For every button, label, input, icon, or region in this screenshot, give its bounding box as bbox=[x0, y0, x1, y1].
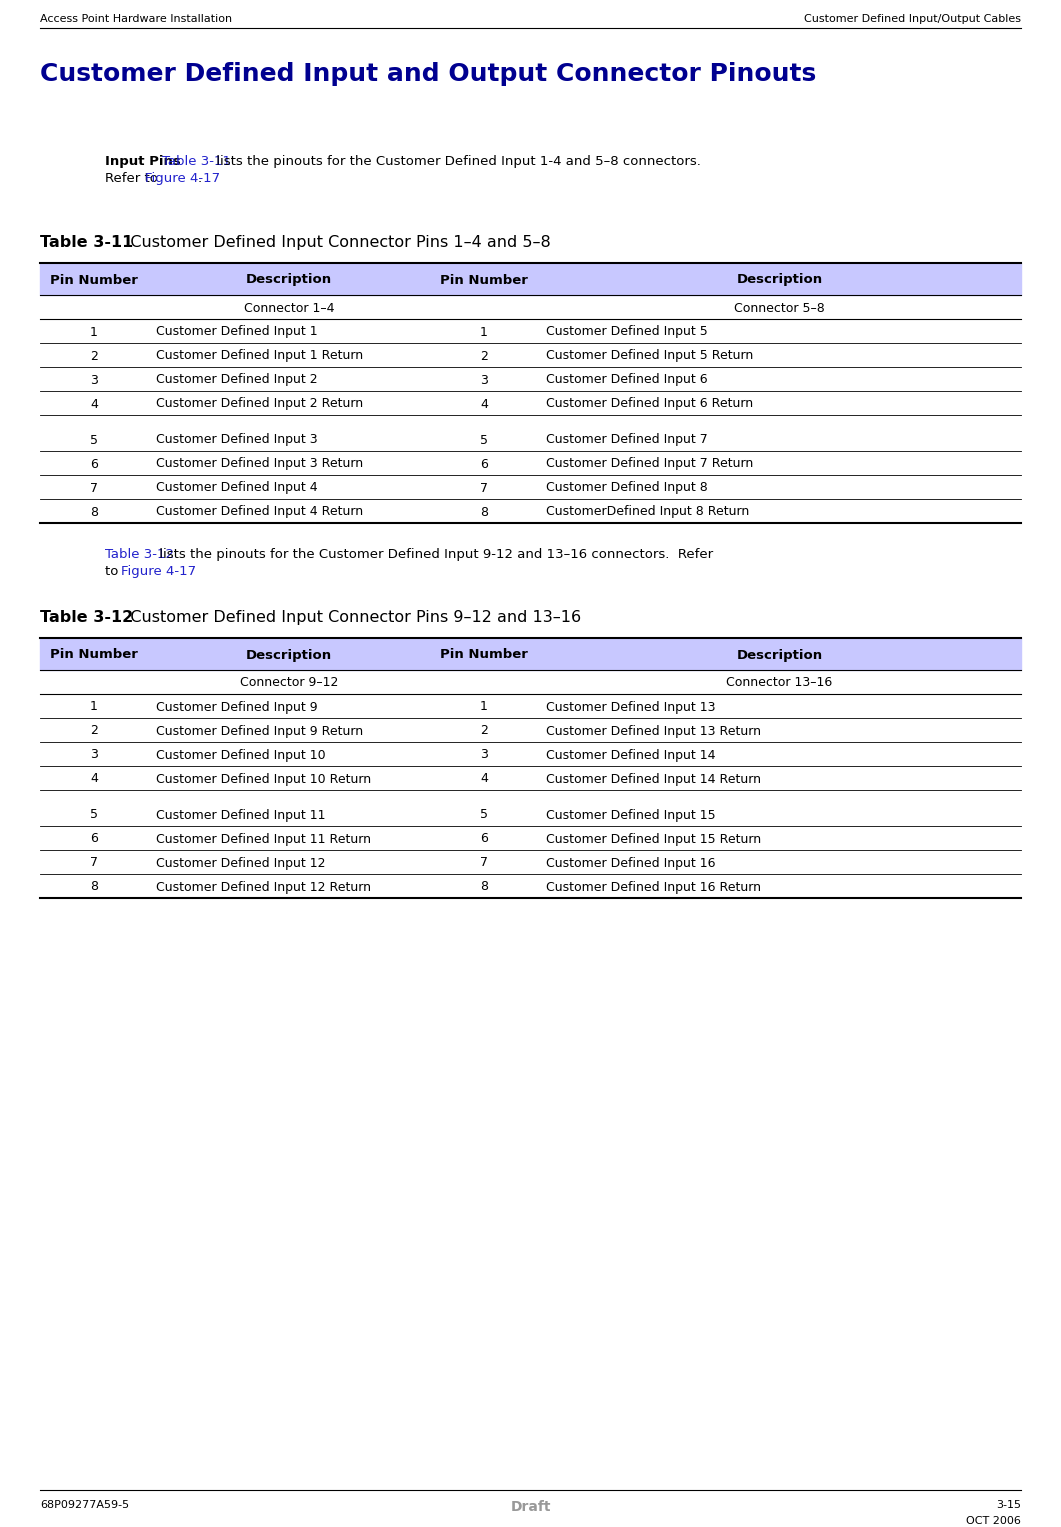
Text: Customer Defined Input 5: Customer Defined Input 5 bbox=[546, 325, 708, 339]
Text: 4: 4 bbox=[90, 773, 98, 785]
Text: Customer Defined Input 14 Return: Customer Defined Input 14 Return bbox=[546, 773, 761, 785]
Text: Table 3-11: Table 3-11 bbox=[162, 156, 231, 168]
Text: 6: 6 bbox=[90, 458, 98, 470]
Text: Connector 5–8: Connector 5–8 bbox=[734, 301, 824, 315]
Text: Pin Number: Pin Number bbox=[440, 649, 528, 661]
Text: Customer Defined Input 5 Return: Customer Defined Input 5 Return bbox=[546, 350, 753, 362]
Text: Customer Defined Input 14: Customer Defined Input 14 bbox=[546, 748, 715, 762]
Text: Customer Defined Input 11 Return: Customer Defined Input 11 Return bbox=[156, 832, 371, 846]
Text: Customer Defined Input Connector Pins 9–12 and 13–16: Customer Defined Input Connector Pins 9–… bbox=[115, 609, 581, 625]
Text: Access Point Hardware Installation: Access Point Hardware Installation bbox=[40, 14, 232, 24]
Text: Customer Defined Input 15 Return: Customer Defined Input 15 Return bbox=[546, 832, 761, 846]
Text: Customer Defined Input 6: Customer Defined Input 6 bbox=[546, 374, 708, 386]
Text: 5: 5 bbox=[480, 808, 488, 822]
Text: Customer Defined Input 12: Customer Defined Input 12 bbox=[156, 857, 326, 869]
Text: .: . bbox=[198, 173, 203, 185]
Text: 7: 7 bbox=[480, 481, 488, 495]
Text: Customer Defined Input 13 Return: Customer Defined Input 13 Return bbox=[546, 724, 761, 738]
Text: Customer Defined Input 3 Return: Customer Defined Input 3 Return bbox=[156, 458, 363, 470]
Text: to: to bbox=[105, 565, 123, 579]
Text: Table 3-11: Table 3-11 bbox=[40, 235, 134, 250]
Text: Table 3-12: Table 3-12 bbox=[105, 548, 174, 560]
Text: Customer Defined Input 16: Customer Defined Input 16 bbox=[546, 857, 715, 869]
Text: Customer Defined Input 4: Customer Defined Input 4 bbox=[156, 481, 317, 495]
Text: Customer Defined Input 11: Customer Defined Input 11 bbox=[156, 808, 326, 822]
Text: 1: 1 bbox=[480, 701, 488, 713]
Text: Customer Defined Input 9 Return: Customer Defined Input 9 Return bbox=[156, 724, 363, 738]
Bar bbox=[40, 263, 1021, 295]
Text: Pin Number: Pin Number bbox=[50, 273, 138, 287]
Text: Customer Defined Input/Output Cables: Customer Defined Input/Output Cables bbox=[804, 14, 1021, 24]
Bar bbox=[40, 638, 1021, 670]
Text: Connector 13–16: Connector 13–16 bbox=[727, 676, 833, 690]
Text: 4: 4 bbox=[480, 397, 488, 411]
Text: Description: Description bbox=[246, 273, 332, 287]
Text: 5: 5 bbox=[90, 808, 98, 822]
Text: Description: Description bbox=[736, 273, 822, 287]
Text: 3: 3 bbox=[480, 748, 488, 762]
Text: Refer to: Refer to bbox=[105, 173, 162, 185]
Text: 1: 1 bbox=[480, 325, 488, 339]
Text: 2: 2 bbox=[90, 724, 98, 738]
Text: Table 3-12: Table 3-12 bbox=[40, 609, 134, 625]
Text: 6: 6 bbox=[480, 458, 488, 470]
Text: Customer Defined Input 15: Customer Defined Input 15 bbox=[546, 808, 715, 822]
Text: Draft: Draft bbox=[510, 1500, 551, 1513]
Text: Customer Defined Input 1: Customer Defined Input 1 bbox=[156, 325, 317, 339]
Text: 7: 7 bbox=[90, 857, 98, 869]
Text: CustomerDefined Input 8 Return: CustomerDefined Input 8 Return bbox=[546, 505, 749, 519]
Text: Customer Defined Input 3: Customer Defined Input 3 bbox=[156, 434, 317, 446]
Text: 7: 7 bbox=[480, 857, 488, 869]
Text: Description: Description bbox=[246, 649, 332, 661]
Text: Customer Defined Input Connector Pins 1–4 and 5–8: Customer Defined Input Connector Pins 1–… bbox=[115, 235, 551, 250]
Text: 8: 8 bbox=[90, 505, 98, 519]
Text: Customer Defined Input 2: Customer Defined Input 2 bbox=[156, 374, 317, 386]
Text: Pin Number: Pin Number bbox=[440, 273, 528, 287]
Text: 2: 2 bbox=[90, 350, 98, 362]
Text: lists the pinouts for the Customer Defined Input 1-4 and 5–8 connectors.: lists the pinouts for the Customer Defin… bbox=[212, 156, 701, 168]
Text: OCT 2006: OCT 2006 bbox=[967, 1516, 1021, 1525]
Text: 5: 5 bbox=[480, 434, 488, 446]
Text: 5: 5 bbox=[90, 434, 98, 446]
Text: Customer Defined Input 4 Return: Customer Defined Input 4 Return bbox=[156, 505, 363, 519]
Text: Customer Defined Input 10: Customer Defined Input 10 bbox=[156, 748, 326, 762]
Text: Customer Defined Input 12 Return: Customer Defined Input 12 Return bbox=[156, 881, 371, 893]
Text: lists the pinouts for the Customer Defined Input 9-12 and 13–16 connectors.  Ref: lists the pinouts for the Customer Defin… bbox=[155, 548, 713, 560]
Text: Customer Defined Input 10 Return: Customer Defined Input 10 Return bbox=[156, 773, 371, 785]
Text: 2: 2 bbox=[480, 350, 488, 362]
Text: 68P09277A59-5: 68P09277A59-5 bbox=[40, 1500, 129, 1510]
Text: 8: 8 bbox=[480, 881, 488, 893]
Text: 4: 4 bbox=[480, 773, 488, 785]
Text: Figure 4-17: Figure 4-17 bbox=[145, 173, 220, 185]
Text: 6: 6 bbox=[480, 832, 488, 846]
Text: 8: 8 bbox=[480, 505, 488, 519]
Text: 2: 2 bbox=[480, 724, 488, 738]
Text: Description: Description bbox=[736, 649, 822, 661]
Text: Connector 1–4: Connector 1–4 bbox=[244, 301, 334, 315]
Text: Customer Defined Input 6 Return: Customer Defined Input 6 Return bbox=[546, 397, 753, 411]
Text: 3: 3 bbox=[90, 748, 98, 762]
Text: Customer Defined Input 9: Customer Defined Input 9 bbox=[156, 701, 317, 713]
Text: 7: 7 bbox=[90, 481, 98, 495]
Text: 4: 4 bbox=[90, 397, 98, 411]
Text: Connector 9–12: Connector 9–12 bbox=[240, 676, 338, 690]
Text: 1: 1 bbox=[90, 325, 98, 339]
Text: Customer Defined Input 8: Customer Defined Input 8 bbox=[546, 481, 708, 495]
Text: 3-15: 3-15 bbox=[996, 1500, 1021, 1510]
Text: 1: 1 bbox=[90, 701, 98, 713]
Text: Customer Defined Input 2 Return: Customer Defined Input 2 Return bbox=[156, 397, 363, 411]
Text: Customer Defined Input 16 Return: Customer Defined Input 16 Return bbox=[546, 881, 761, 893]
Text: 8: 8 bbox=[90, 881, 98, 893]
Text: Input Pins: Input Pins bbox=[105, 156, 180, 168]
Text: Customer Defined Input 13: Customer Defined Input 13 bbox=[546, 701, 715, 713]
Text: 3: 3 bbox=[480, 374, 488, 386]
Text: Figure 4-17: Figure 4-17 bbox=[121, 565, 196, 579]
Text: Customer Defined Input and Output Connector Pinouts: Customer Defined Input and Output Connec… bbox=[40, 63, 816, 86]
Text: Customer Defined Input 7 Return: Customer Defined Input 7 Return bbox=[546, 458, 753, 470]
Text: Customer Defined Input 1 Return: Customer Defined Input 1 Return bbox=[156, 350, 363, 362]
Text: Customer Defined Input 7: Customer Defined Input 7 bbox=[546, 434, 708, 446]
Text: 6: 6 bbox=[90, 832, 98, 846]
Text: 3: 3 bbox=[90, 374, 98, 386]
Text: Pin Number: Pin Number bbox=[50, 649, 138, 661]
